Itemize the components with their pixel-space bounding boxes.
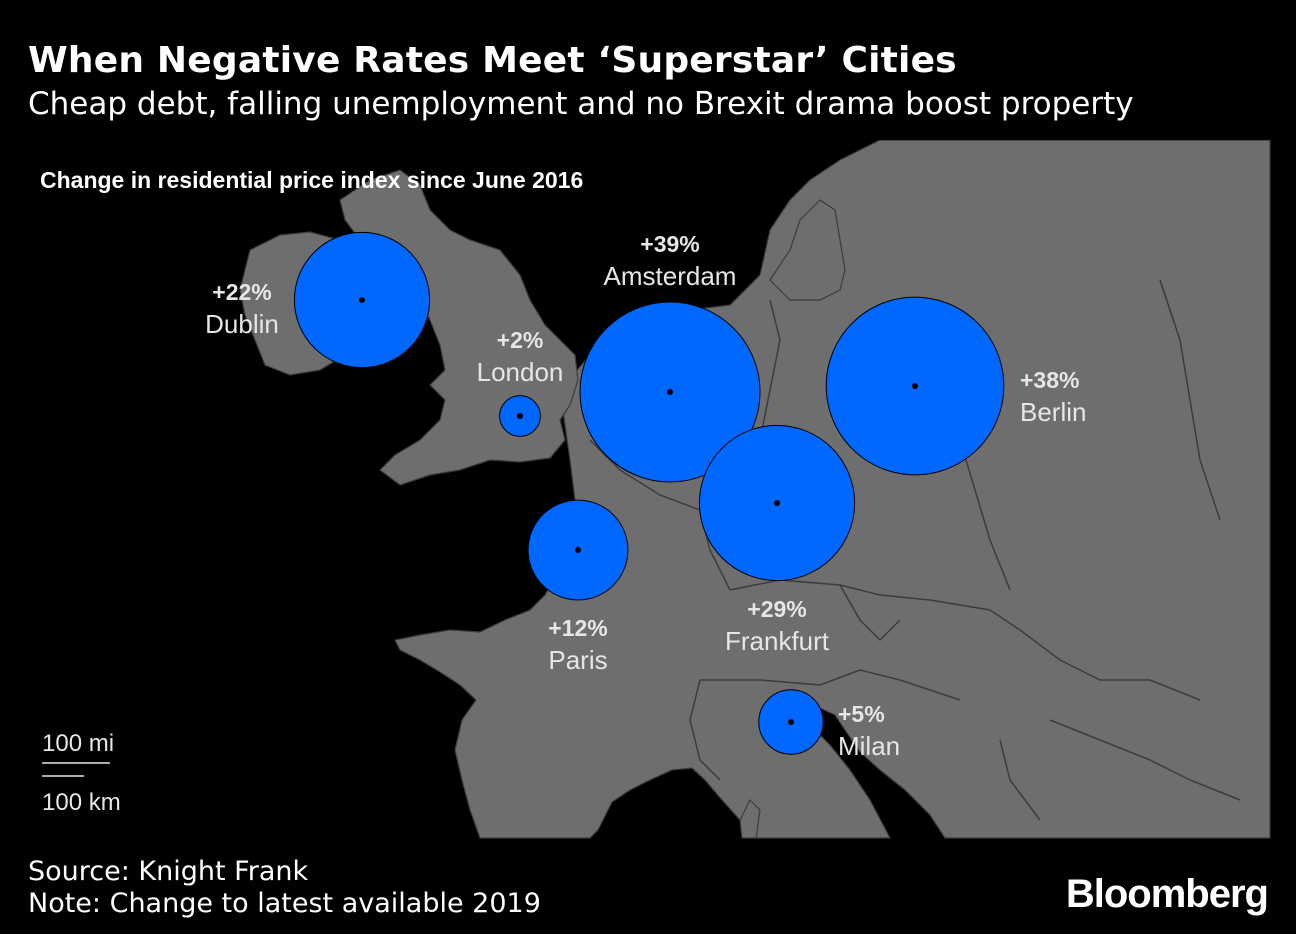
city-dot-milan: [788, 719, 794, 725]
city-label-london: London: [477, 357, 564, 387]
value-label-amsterdam: +39%: [640, 231, 699, 257]
city-label-berlin: Berlin: [1020, 397, 1086, 427]
city-dot-frankfurt: [774, 500, 780, 506]
bloomberg-logo: Bloomberg: [1065, 872, 1269, 916]
city-dot-amsterdam: [667, 389, 673, 395]
value-label-london: +2%: [497, 327, 544, 353]
city-label-amsterdam: Amsterdam: [604, 261, 737, 291]
value-label-berlin: +38%: [1020, 367, 1079, 393]
value-label-milan: +5%: [838, 701, 885, 727]
city-dot-dublin: [359, 297, 365, 303]
city-label-dublin: Dublin: [205, 309, 279, 339]
city-label-paris: Paris: [548, 645, 607, 675]
scale-miles-label: 100 mi: [42, 730, 114, 757]
value-label-dublin: +22%: [212, 279, 271, 305]
city-label-milan: Milan: [838, 731, 900, 761]
source-note: Source: Knight Frank: [28, 856, 309, 887]
labels-layer: +22% Dublin +2% London +39% Amsterdam +38% Berl…: [205, 231, 1086, 761]
bubbles-layer: [293, 231, 1005, 755]
chart-subtitle: Cheap debt, falling unemployment and no …: [28, 86, 1134, 122]
city-label-frankfurt: Frankfurt: [725, 626, 830, 656]
city-dot-berlin: [912, 383, 918, 389]
denmark-land: [769, 199, 846, 301]
value-label-paris: +12%: [548, 615, 607, 641]
scale-bar: 100 mi 100 km: [42, 730, 121, 816]
europe-map: Change in residential price index since …: [40, 140, 1271, 839]
chart-data-title: Change in residential price index since …: [40, 167, 583, 193]
city-dot-london: [517, 413, 523, 419]
footnote: Note: Change to latest available 2019: [28, 888, 541, 919]
value-label-frankfurt: +29%: [747, 596, 806, 622]
corsica-land: [739, 798, 761, 839]
scale-km-label: 100 km: [42, 789, 121, 816]
city-dot-paris: [575, 547, 581, 553]
chart-title: When Negative Rates Meet ‘Superstar’ Cit…: [28, 40, 957, 81]
